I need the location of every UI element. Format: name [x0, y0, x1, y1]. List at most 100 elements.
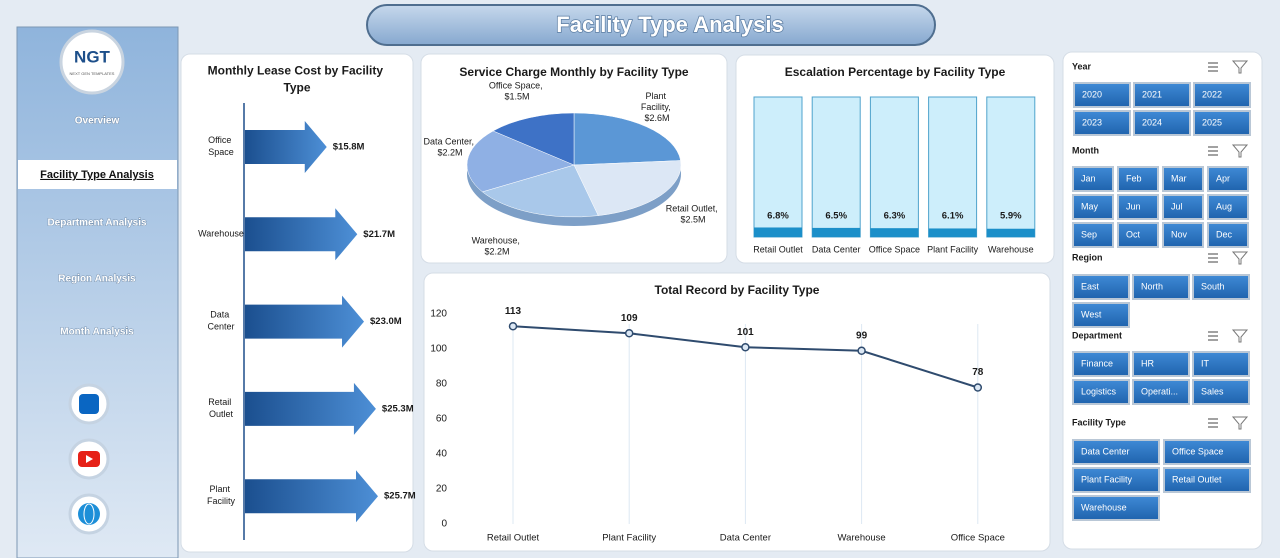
point — [624, 329, 634, 338]
slicer-button[interactable] — [1133, 110, 1191, 136]
slicer-button[interactable] — [1117, 194, 1159, 220]
slicer-item[interactable]: Dec — [1216, 229, 1233, 239]
slicer-button[interactable] — [1207, 166, 1249, 192]
slicer-button[interactable] — [1072, 166, 1114, 192]
slicer-button[interactable] — [1207, 222, 1249, 248]
slicer-button[interactable] — [1117, 166, 1159, 192]
slicer-item[interactable]: South — [1201, 281, 1225, 291]
slicer-item[interactable]: West — [1081, 309, 1102, 319]
y-tick-label: 20 — [436, 484, 448, 495]
slicer-button[interactable] — [1193, 82, 1251, 108]
slicer-button[interactable] — [1132, 379, 1190, 405]
slicer-item[interactable]: 2023 — [1082, 117, 1102, 127]
slicer-item[interactable]: HR — [1141, 358, 1154, 368]
slicer-button[interactable] — [1163, 467, 1251, 493]
slicer-button[interactable] — [1132, 351, 1190, 377]
slicer-item[interactable]: Feb — [1126, 173, 1142, 183]
slice-label: Retail Outlet, $2.5M — [666, 204, 721, 225]
slicer-item[interactable]: 2024 — [1142, 117, 1162, 127]
slicer-button[interactable] — [1162, 222, 1204, 248]
slicer-item[interactable]: Jan — [1081, 173, 1096, 183]
slicer-button[interactable] — [1132, 274, 1190, 300]
slicer-button[interactable] — [1192, 379, 1250, 405]
slicer-button[interactable] — [1117, 222, 1159, 248]
clear-filter-icon[interactable] — [1231, 416, 1249, 430]
clear-filter-icon[interactable] — [1231, 329, 1249, 343]
nav-item[interactable]: Region Analysis — [58, 273, 137, 285]
slicer-item[interactable]: North — [1141, 281, 1163, 291]
slicer-item[interactable]: Retail Outlet — [1172, 474, 1222, 484]
slicer-button[interactable] — [1072, 222, 1114, 248]
slicer-button[interactable] — [1192, 274, 1250, 300]
slicer-item[interactable]: Sales — [1201, 386, 1224, 396]
value-label: 101 — [737, 327, 754, 338]
nav-item[interactable]: Facility Type Analysis — [40, 169, 154, 181]
category-label: Retail Outlet — [208, 397, 234, 419]
slicer-item[interactable]: Aug — [1216, 201, 1232, 211]
slicer-item[interactable]: 2021 — [1142, 89, 1162, 99]
slicer-item[interactable]: Apr — [1216, 173, 1230, 183]
slicer-button[interactable] — [1072, 439, 1160, 465]
arrow-bar — [245, 121, 327, 173]
slicer-button[interactable] — [1162, 194, 1204, 220]
slicer-item[interactable]: Sep — [1081, 229, 1097, 239]
slicer-button[interactable] — [1133, 82, 1191, 108]
x-tick-label: Office Space — [951, 533, 1005, 544]
clear-filter-icon[interactable] — [1231, 60, 1249, 74]
nav-item[interactable]: Overview — [74, 115, 120, 127]
slicer-title: Facility Type — [1072, 417, 1126, 427]
bar — [812, 227, 861, 237]
slicer-button[interactable] — [1162, 166, 1204, 192]
slicer-button[interactable] — [1072, 274, 1130, 300]
slicer-button[interactable] — [1072, 351, 1130, 377]
arrow-bar — [245, 470, 378, 523]
x-tick-label: Office Space — [869, 244, 920, 254]
slicer-button[interactable] — [1072, 302, 1130, 328]
slicer-item[interactable]: Oct — [1126, 229, 1141, 239]
nav-item[interactable]: Department Analysis — [47, 217, 148, 229]
clear-filter-icon[interactable] — [1231, 144, 1249, 158]
slicer-button[interactable] — [1072, 379, 1130, 405]
pie-slice — [466, 130, 575, 193]
slicer-button[interactable] — [1073, 82, 1131, 108]
value-label: $15.8M — [333, 142, 365, 153]
slicer-item[interactable]: Finance — [1081, 358, 1113, 368]
slicer-button[interactable] — [1073, 110, 1131, 136]
slicer-item[interactable]: Logistics — [1081, 386, 1117, 396]
slicer-item[interactable]: IT — [1201, 358, 1210, 368]
chart-title: Monthly Lease Cost by Facility Type — [208, 64, 387, 95]
slicer-item[interactable]: Nov — [1171, 229, 1188, 239]
slicer-item[interactable]: Jun — [1126, 201, 1141, 211]
pie-slice — [492, 112, 575, 166]
slicer-button[interactable] — [1192, 351, 1250, 377]
slicer-item[interactable]: Data Center — [1081, 446, 1130, 456]
slicer-item[interactable]: 2022 — [1202, 89, 1222, 99]
slicer-item[interactable]: Office Space — [1172, 446, 1223, 456]
slicer-item[interactable]: East — [1081, 281, 1100, 291]
value-label: 6.8% — [767, 211, 789, 222]
slicer-item[interactable]: Operati... — [1141, 386, 1178, 396]
slicer-item[interactable]: 2025 — [1202, 117, 1222, 127]
slicer-item[interactable]: Jul — [1171, 201, 1183, 211]
slicer-button[interactable] — [1072, 194, 1114, 220]
clear-filter-icon[interactable] — [1231, 251, 1249, 265]
slice-label: Data Center, $2.2M — [423, 137, 476, 158]
slicer-item[interactable]: Mar — [1171, 173, 1187, 183]
nav-item[interactable]: Month Analysis — [60, 326, 135, 338]
x-tick-label: Plant Facility — [602, 533, 656, 544]
slicer-item[interactable]: May — [1081, 201, 1099, 211]
sidebar — [16, 26, 179, 558]
slicer-item[interactable]: 2020 — [1082, 89, 1102, 99]
slicer-button[interactable] — [1072, 495, 1160, 521]
slicer-item[interactable]: Warehouse — [1081, 502, 1127, 512]
slicer-item[interactable]: Plant Facility — [1081, 474, 1133, 484]
chart-title: Escalation Percentage by Facility Type — [785, 65, 1006, 79]
slicer-button[interactable] — [1207, 194, 1249, 220]
slicer-button[interactable] — [1072, 467, 1160, 493]
slicer-button[interactable] — [1193, 110, 1251, 136]
value-label: $23.0M — [370, 316, 402, 327]
x-tick-label: Data Center — [812, 244, 861, 254]
category-label: Warehouse — [198, 229, 244, 239]
slicer-button[interactable] — [1163, 439, 1251, 465]
